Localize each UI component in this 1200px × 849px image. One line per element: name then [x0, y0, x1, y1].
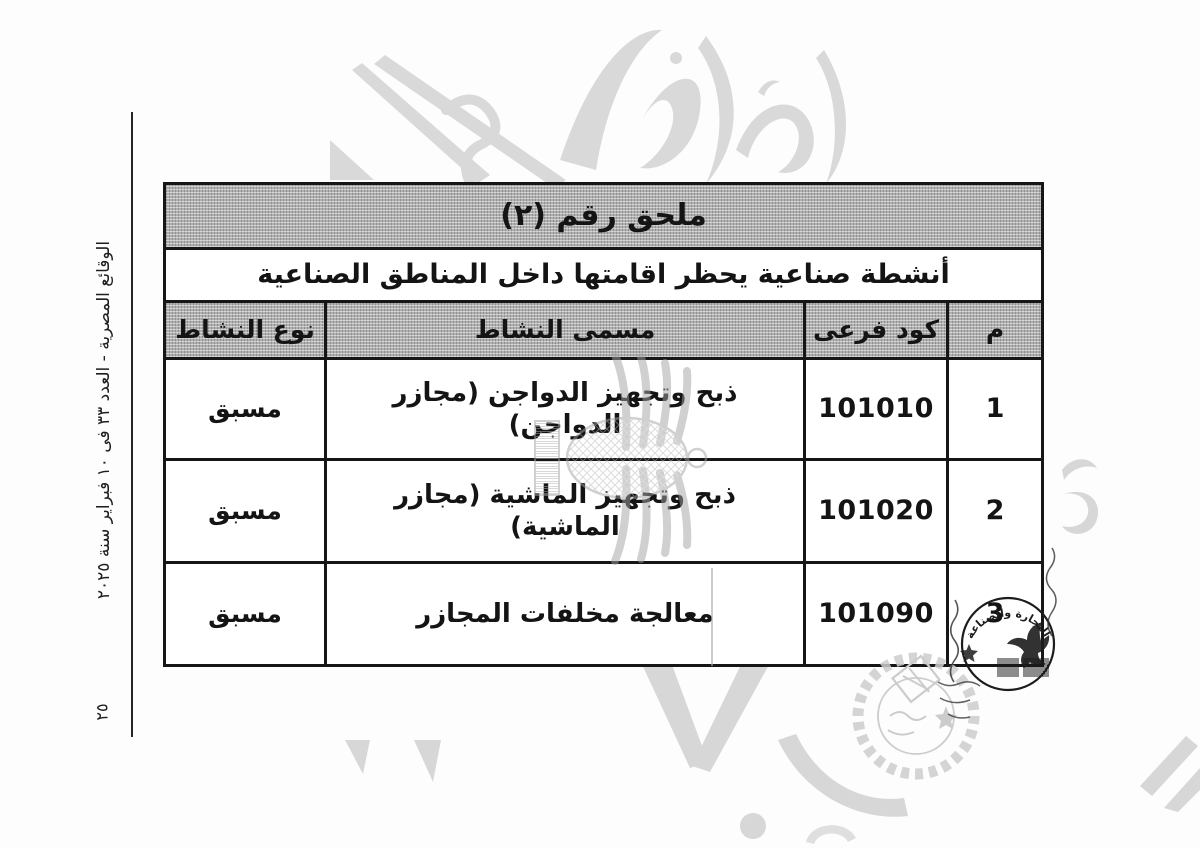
row-1-activity-type: مسبق	[166, 360, 324, 458]
annex-subtitle: أنشطة صناعية يحظر اقامتها داخل المناطق ا…	[166, 250, 1041, 300]
header-serial: م	[949, 303, 1041, 357]
row-3-activity-type: مسبق	[166, 564, 324, 664]
header-sub-code: كود فرعى	[806, 303, 946, 357]
calligraphy-watermark	[330, 29, 847, 196]
row-1-activity-name: ذبح وتجهيز الدواجن (مجازر الدواجن)	[327, 360, 803, 458]
row-2-serial: 2	[949, 461, 1041, 561]
row-1-serial: 1	[949, 360, 1041, 458]
row-3-serial: 3	[949, 564, 1041, 664]
header-activity-type: نوع النشاط	[166, 303, 324, 357]
margin-divider-line	[131, 112, 133, 737]
gazette-issue-line: الوقائع المصرية - العدد ٣٣ فى ١٠ فبراير …	[94, 240, 114, 600]
row-2-sub-code: 101020	[806, 461, 946, 561]
row-3-activity-name: معالجة مخلفات المجازر	[327, 564, 803, 664]
header-activity-name: مسمى النشاط	[327, 303, 803, 357]
row-1-sub-code: 101010	[806, 360, 946, 458]
page-number: ٢٥	[92, 703, 112, 721]
row-2-activity-name: ذبح وتجهيز الماشية (مجازر الماشية)	[327, 461, 803, 561]
row-3-sub-code: 101090	[806, 564, 946, 664]
annex-table: ملحق رقم (٢) أنشطة صناعية يحظر اقامتها د…	[163, 182, 1044, 667]
row-2-activity-type: مسبق	[166, 461, 324, 561]
annex-title: ملحق رقم (٢)	[166, 185, 1041, 247]
wreath-stamp	[852, 652, 980, 780]
